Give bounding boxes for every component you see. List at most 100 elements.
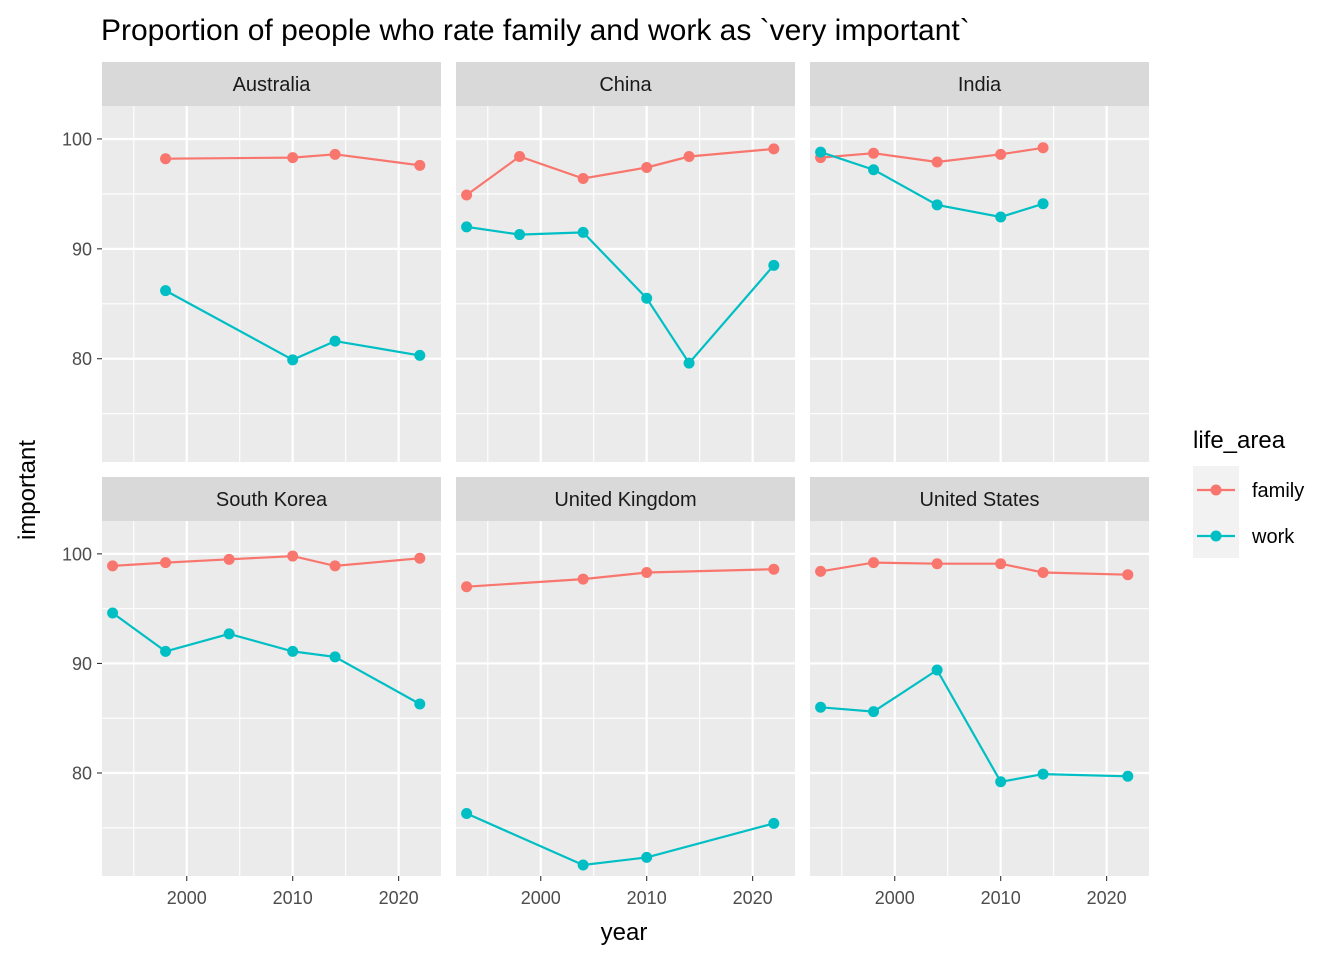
y-tick-label: 80	[72, 764, 92, 784]
legend-label-work: work	[1251, 526, 1295, 548]
series-line-family	[466, 568, 774, 588]
panel-background	[456, 521, 795, 876]
data-point-work	[768, 817, 780, 829]
data-point-work	[815, 146, 827, 158]
y-axis-title: important	[14, 440, 41, 540]
facet-label: Australia	[233, 74, 312, 96]
data-point-family	[577, 173, 589, 185]
panel-background	[102, 106, 441, 462]
data-point-work	[1037, 198, 1049, 210]
data-point-family	[1122, 569, 1134, 581]
facet-strip	[456, 62, 795, 106]
facet-strip	[810, 477, 1149, 521]
panel-background	[456, 106, 795, 462]
series-line-work	[820, 668, 1128, 784]
panel-india: India	[810, 62, 1149, 462]
series-line-family	[465, 147, 774, 196]
legend-title: life_area	[1193, 427, 1286, 454]
data-point-work	[577, 859, 589, 871]
facet-label: United States	[919, 489, 1039, 511]
data-point-work	[461, 221, 473, 233]
data-point-family	[577, 573, 589, 585]
data-point-family	[461, 581, 473, 593]
data-point-family	[414, 159, 426, 171]
data-point-work	[577, 226, 589, 238]
data-point-family	[868, 557, 880, 569]
data-point-family	[995, 558, 1007, 570]
data-point-work	[461, 808, 473, 820]
data-point-family	[514, 151, 526, 163]
data-point-work	[768, 259, 780, 271]
data-point-work	[287, 645, 299, 657]
x-tick-label: 2000	[875, 888, 915, 908]
series-line-work	[111, 612, 421, 705]
data-point-work	[815, 701, 827, 713]
data-point-work	[931, 199, 943, 211]
data-point-family	[287, 550, 299, 562]
series-line-family	[165, 153, 420, 167]
series-line-work	[165, 289, 420, 362]
facet-strip	[102, 477, 441, 521]
data-point-family	[160, 557, 172, 569]
chart-title: Proportion of people who rate family and…	[101, 14, 970, 47]
data-point-family	[931, 156, 943, 168]
data-point-family	[641, 162, 653, 174]
data-point-family	[107, 560, 119, 572]
data-point-family	[995, 148, 1007, 160]
facet-label: India	[958, 74, 1002, 96]
series-line-work	[466, 812, 775, 867]
data-point-work	[868, 706, 880, 718]
data-point-work	[160, 645, 172, 657]
panel-united-states: United States 2000 2010 2020	[810, 477, 1149, 908]
data-point-work	[931, 664, 943, 676]
facet-strip	[102, 62, 441, 106]
facet-label: United Kingdom	[554, 489, 696, 511]
data-point-work	[514, 229, 526, 241]
x-tick-label: 2010	[273, 888, 313, 908]
y-tick-label: 100	[62, 544, 92, 564]
panel-background	[102, 521, 441, 876]
data-point-family	[931, 558, 943, 570]
y-tick-label: 90	[72, 239, 92, 259]
data-point-family	[461, 189, 473, 201]
data-point-family	[768, 143, 780, 155]
panel-united-kingdom: United Kingdom 2000 2010 2020	[456, 477, 795, 908]
data-point-work	[995, 776, 1007, 788]
data-point-family	[683, 151, 695, 163]
data-point-family	[329, 148, 341, 160]
y-tick-label: 100	[62, 129, 92, 149]
data-point-family	[815, 565, 827, 577]
x-tick-label: 2020	[1087, 888, 1127, 908]
panel-china: China	[456, 62, 795, 462]
series-line-work	[466, 225, 775, 365]
x-tick-label: 2010	[627, 888, 667, 908]
data-point-work	[641, 851, 653, 863]
data-point-family	[868, 147, 880, 159]
data-point-work	[641, 292, 653, 304]
facet-label: China	[599, 74, 652, 96]
facet-panels: Australia 80 90 100 China India South Korea 80 9…	[62, 62, 1149, 908]
panel-background	[810, 106, 1149, 462]
facet-strip	[456, 477, 795, 521]
data-point-family	[287, 152, 299, 164]
data-point-family	[768, 563, 780, 575]
data-point-work	[1122, 770, 1134, 782]
data-point-family	[1037, 566, 1049, 578]
y-tick-label: 80	[72, 349, 92, 369]
series-line-family	[820, 561, 1128, 576]
panel-background	[810, 521, 1149, 876]
legend: life_area family work	[1193, 427, 1304, 558]
x-axis-title: year	[601, 919, 648, 946]
legend-label-family: family	[1252, 480, 1304, 502]
x-tick-label: 2010	[981, 888, 1021, 908]
data-point-work	[107, 607, 119, 619]
series-line-family	[112, 554, 420, 568]
data-point-work	[995, 211, 1007, 223]
data-point-work	[223, 628, 235, 640]
data-point-work	[287, 354, 299, 366]
panel-australia: Australia 80 90 100	[62, 62, 441, 462]
data-point-work	[683, 357, 695, 369]
data-point-family	[160, 153, 172, 165]
data-point-family	[1037, 142, 1049, 154]
